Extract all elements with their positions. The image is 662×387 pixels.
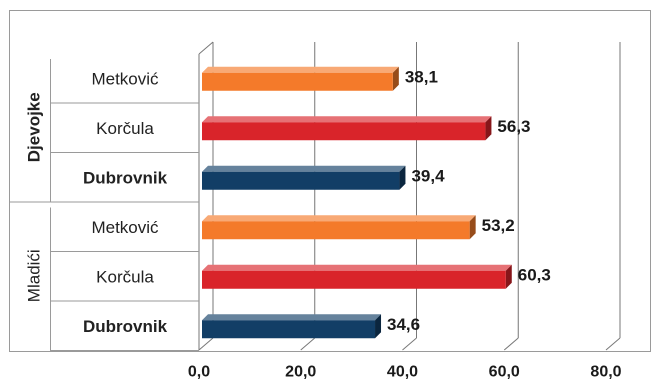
bar-side: [485, 116, 492, 141]
bar-top: [202, 314, 382, 321]
bar-side: [505, 264, 512, 289]
bar: [202, 221, 470, 240]
bar-top: [202, 264, 512, 271]
x-tick-label: 20,0: [285, 364, 316, 381]
category-label: Dubrovnik: [83, 168, 168, 187]
bar: [202, 171, 400, 190]
bar-side: [469, 215, 476, 240]
data-label: 53,2: [482, 216, 515, 235]
bar-top: [202, 215, 476, 222]
bar: [202, 320, 376, 339]
category-label: Metković: [91, 69, 159, 88]
bar-top: [202, 66, 399, 73]
data-label: 34,6: [387, 315, 420, 334]
bar: [202, 122, 486, 141]
bar-top: [202, 116, 492, 123]
x-tick-label: 60,0: [489, 364, 520, 381]
gridline-depth: [503, 337, 519, 351]
gridline-depth: [402, 337, 417, 351]
x-tick-label: 80,0: [590, 364, 621, 381]
bar: [202, 270, 506, 289]
group-label: Mladići: [25, 249, 44, 302]
bar: [202, 72, 393, 91]
gridline-depth: [300, 337, 316, 351]
data-label: 38,1: [405, 67, 438, 86]
data-label: 60,3: [518, 265, 551, 284]
data-label: 56,3: [497, 117, 530, 136]
x-tick-label: 0,0: [188, 364, 210, 381]
group-label: Djevojke: [25, 92, 44, 162]
bar-side: [399, 165, 406, 190]
bar-top: [202, 165, 406, 172]
data-label: 39,4: [411, 166, 445, 185]
x-tick-label: 40,0: [387, 364, 418, 381]
category-label: Metković: [91, 218, 159, 237]
gridline-depth: [605, 337, 621, 351]
category-label: Dubrovnik: [83, 317, 168, 336]
category-label: Korčula: [96, 119, 154, 138]
gridline-depth: [198, 337, 214, 351]
category-label: Korčula: [96, 267, 154, 286]
bar-side: [392, 66, 399, 91]
bar-side: [375, 314, 382, 339]
plot-left-wall-top: [198, 41, 214, 55]
